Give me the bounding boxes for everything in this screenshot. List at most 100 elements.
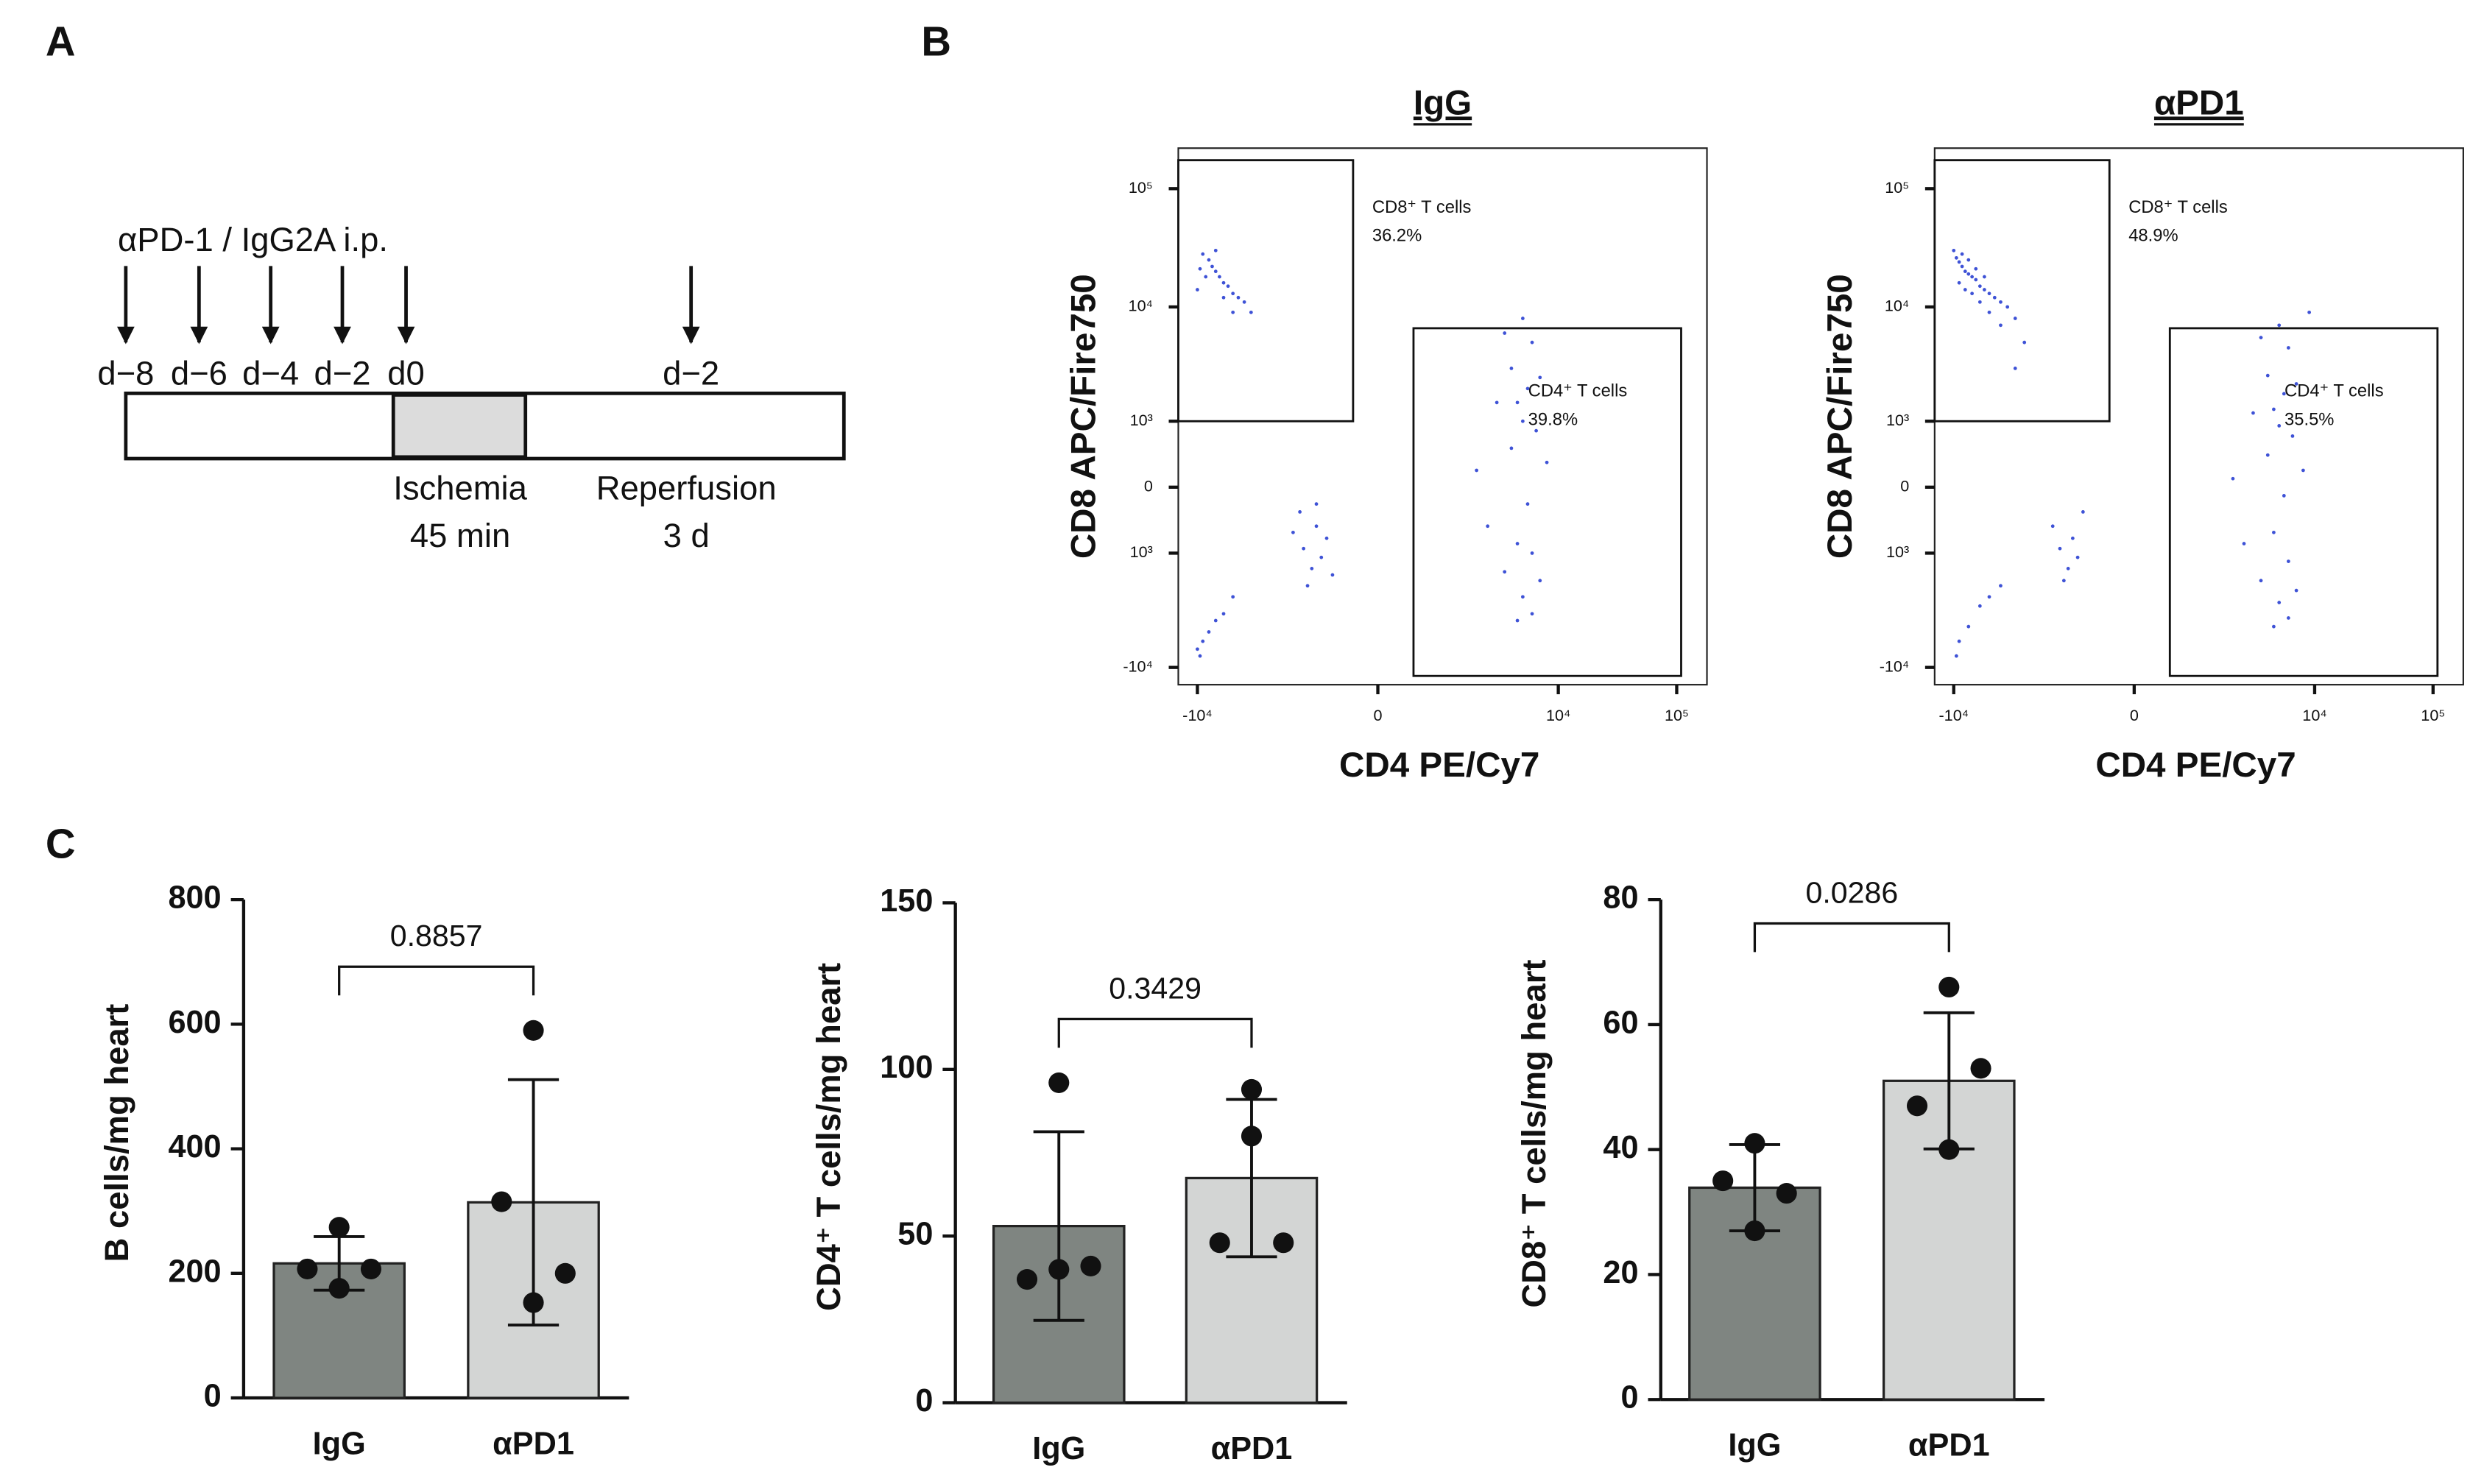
event: [2005, 305, 2010, 309]
y-tick-label: 800: [168, 880, 221, 916]
day-label: d−8: [97, 355, 154, 392]
event: [1530, 612, 1534, 616]
y-axis-label: CD8⁺ T cells/mg heart: [1515, 959, 1553, 1307]
event: [1198, 654, 1202, 658]
event: [1534, 428, 1538, 433]
ischemia-block: [391, 393, 528, 459]
x-tick-label: 10⁵: [1665, 706, 1689, 724]
y-tick-label: 600: [168, 1005, 221, 1040]
event: [1987, 310, 1991, 314]
event: [1221, 280, 1226, 285]
x-tick-label: 10⁵: [2421, 706, 2445, 724]
event: [1974, 278, 1978, 282]
event: [2272, 624, 2276, 629]
y-tick-label: 80: [1603, 880, 1638, 916]
event: [1977, 300, 1982, 304]
event: [2061, 579, 2066, 583]
bar: [1688, 1186, 1821, 1401]
data-point: [1048, 1259, 1070, 1280]
x-tick-label: 10⁴: [1546, 706, 1570, 724]
data-point: [1744, 1220, 1765, 1242]
event: [2294, 382, 2298, 386]
event: [1201, 252, 1205, 256]
y-tick-label: 0: [1900, 477, 1909, 495]
event: [2070, 536, 2075, 540]
data-point: [1712, 1170, 1734, 1192]
p-value: 0.0286: [1806, 875, 1899, 909]
data-point: [554, 1262, 576, 1284]
gate-name: CD4⁺ T cells: [2284, 381, 2384, 401]
data-point: [328, 1278, 350, 1299]
significance-bracket: [1057, 1017, 1253, 1048]
data-point: [1080, 1255, 1101, 1277]
event: [1213, 618, 1218, 623]
event: [1204, 275, 1208, 279]
event: [1992, 295, 1997, 300]
event: [1207, 258, 1211, 262]
gate-percent: 48.9%: [2128, 226, 2178, 246]
x-tick-label: αPD1: [1908, 1428, 1990, 1463]
event: [1983, 275, 1986, 279]
data-point: [328, 1217, 350, 1238]
x-tick-label: -10⁴: [1182, 706, 1213, 724]
event: [1515, 618, 1520, 623]
event: [1302, 546, 1306, 551]
y-tick-label: 200: [168, 1254, 221, 1289]
gate: [1177, 159, 1355, 423]
event: [1305, 584, 1310, 588]
phase-name: Reperfusion: [596, 469, 777, 506]
event: [2013, 317, 2017, 320]
x-tick-label: αPD1: [1211, 1431, 1293, 1466]
bar-chart: 0 50 100 150 CD4⁺ T cells/mg heart IgG αPD1 0.3…: [810, 883, 1347, 1466]
event: [1210, 264, 1214, 269]
event: [2294, 588, 2298, 593]
event: [1509, 446, 1514, 451]
gate-percent: 35.5%: [2284, 410, 2334, 430]
event: [1957, 280, 1961, 285]
event: [1249, 310, 1253, 314]
data-point: [1209, 1232, 1230, 1254]
data-point: [1938, 1139, 1960, 1160]
y-tick-label: 10⁵: [1885, 178, 1909, 197]
event: [1291, 530, 1295, 534]
x-axis-label: CD4 PE/Cy7: [2095, 746, 2296, 785]
data-point: [360, 1258, 381, 1279]
event: [1503, 331, 1507, 335]
panel-label: A: [46, 18, 76, 65]
event: [1231, 310, 1235, 314]
event: [1545, 460, 1549, 464]
data-point: [1048, 1072, 1070, 1093]
data-point: [1938, 976, 1960, 998]
y-tick-label: 40: [1603, 1130, 1638, 1165]
y-tick-label: 20: [1603, 1255, 1638, 1290]
event: [1970, 275, 1974, 279]
event: [2307, 310, 2311, 314]
y-axis-label: CD8 APC/Fire750: [1821, 274, 1860, 559]
data-point: [1970, 1058, 1991, 1079]
event: [2277, 601, 2282, 604]
event: [2066, 566, 2070, 570]
event: [2013, 367, 2017, 370]
event: [1196, 647, 1199, 651]
y-tick-label: 100: [880, 1050, 933, 1085]
y-tick-label: 10³: [1886, 411, 1909, 429]
event: [1213, 248, 1218, 252]
data-point: [523, 1020, 544, 1041]
event: [2277, 323, 2282, 328]
event: [1960, 252, 1964, 256]
y-tick-label: 10³: [1130, 543, 1153, 561]
event: [1999, 300, 2003, 304]
event: [2242, 542, 2246, 545]
event: [2259, 579, 2263, 583]
event: [1977, 284, 1982, 289]
event: [1226, 284, 1230, 289]
event: [1231, 595, 1235, 599]
significance-bracket: [338, 965, 535, 996]
event: [1310, 566, 1314, 570]
event: [1298, 510, 1302, 514]
y-tick-label: 10³: [1886, 543, 1909, 561]
event: [2272, 407, 2276, 411]
y-tick-label: 0: [1620, 1380, 1638, 1416]
gate: [1933, 159, 2111, 423]
p-value: 0.3429: [1109, 971, 1202, 1005]
